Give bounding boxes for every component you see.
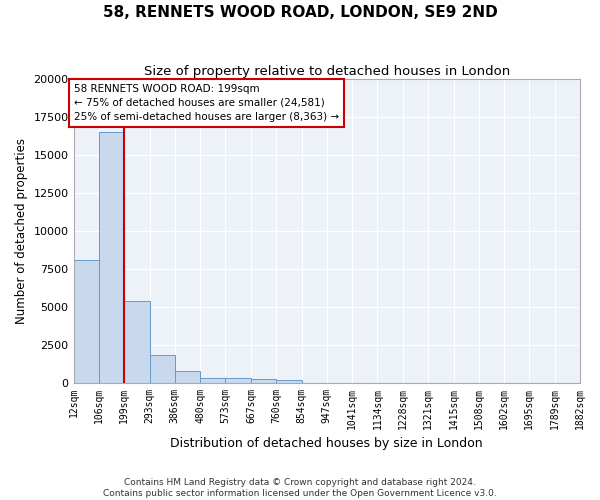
Bar — [276, 380, 302, 382]
Title: Size of property relative to detached houses in London: Size of property relative to detached ho… — [143, 65, 510, 78]
Bar — [74, 260, 99, 382]
Text: 58 RENNETS WOOD ROAD: 199sqm
← 75% of detached houses are smaller (24,581)
25% o: 58 RENNETS WOOD ROAD: 199sqm ← 75% of de… — [74, 84, 339, 122]
Bar — [200, 378, 226, 382]
Text: Contains HM Land Registry data © Crown copyright and database right 2024.
Contai: Contains HM Land Registry data © Crown c… — [103, 478, 497, 498]
X-axis label: Distribution of detached houses by size in London: Distribution of detached houses by size … — [170, 437, 483, 450]
Bar — [124, 302, 149, 382]
Bar — [149, 354, 175, 382]
Bar — [99, 132, 124, 382]
Y-axis label: Number of detached properties: Number of detached properties — [15, 138, 28, 324]
Bar — [175, 372, 200, 382]
Text: 58, RENNETS WOOD ROAD, LONDON, SE9 2ND: 58, RENNETS WOOD ROAD, LONDON, SE9 2ND — [103, 5, 497, 20]
Bar — [226, 378, 251, 382]
Bar — [251, 379, 276, 382]
